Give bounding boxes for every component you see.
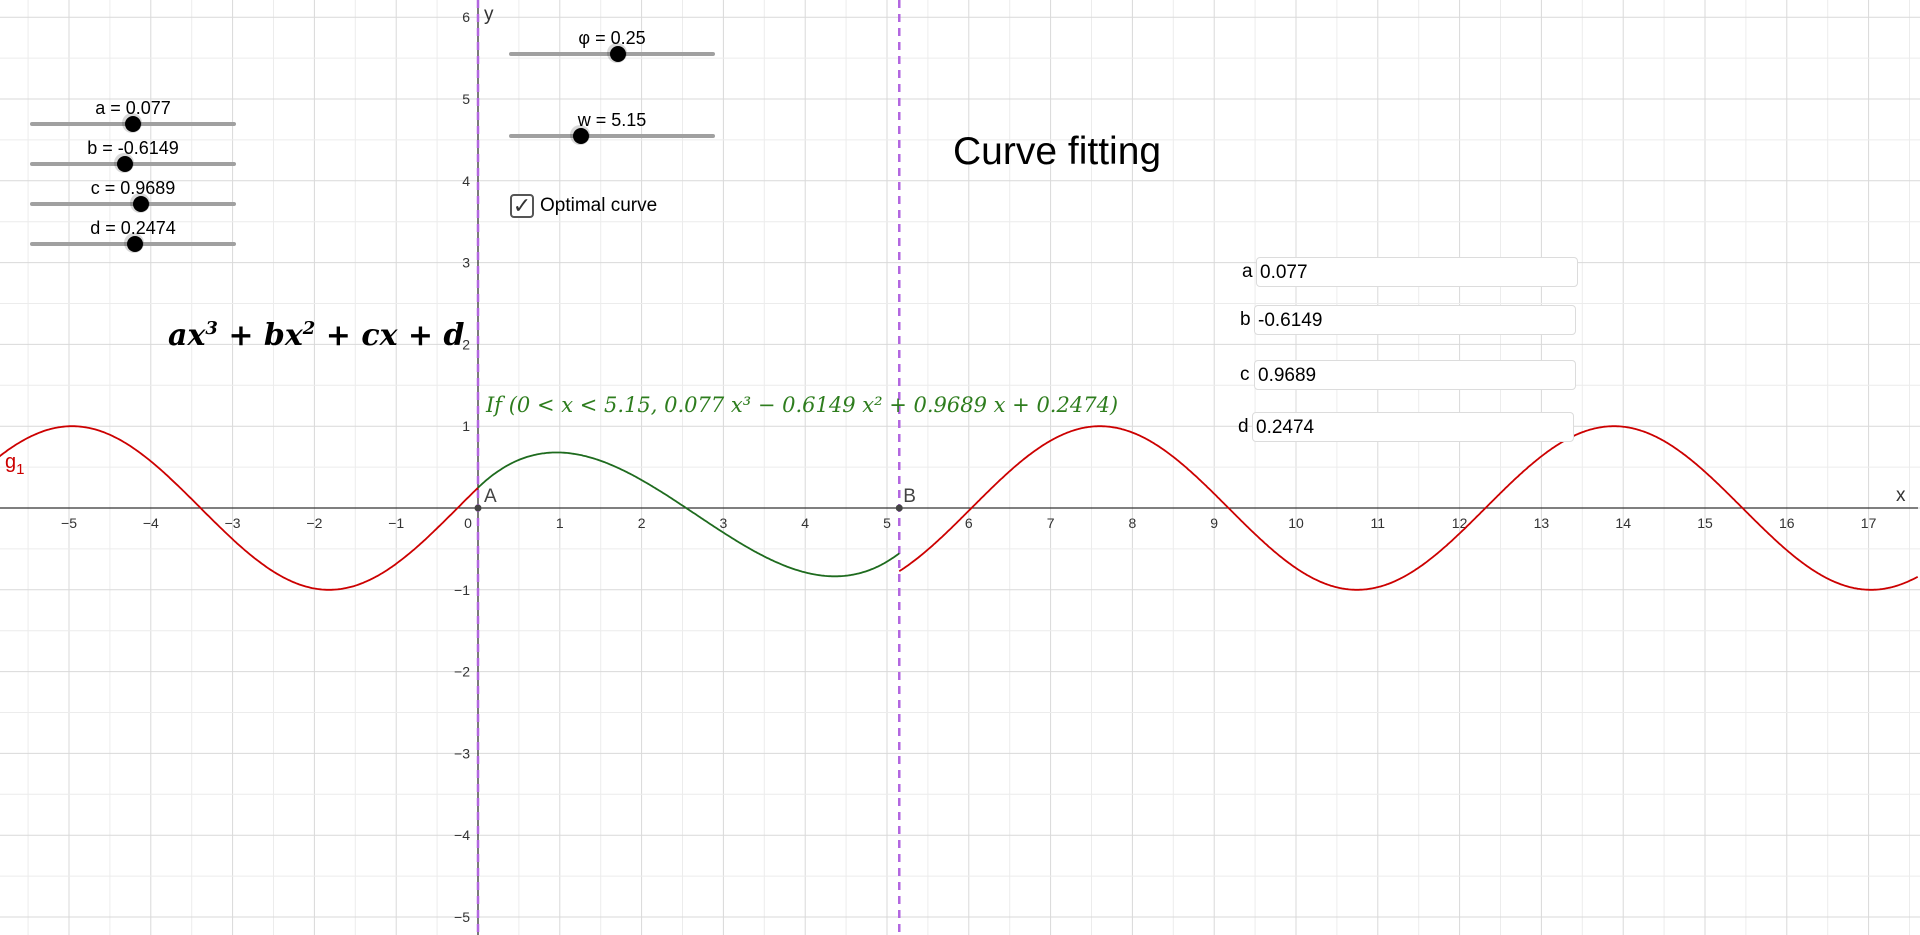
x-tick-label: 14: [1615, 515, 1631, 531]
slider-a-label: a = 0.077: [95, 98, 171, 118]
input-d-field[interactable]: 0.2474: [1252, 412, 1574, 442]
slider-w-label: w = 5.15: [577, 110, 647, 130]
slider-phi[interactable]: φ = 0.25: [507, 28, 717, 63]
x-tick-label: 17: [1861, 515, 1877, 531]
point-a[interactable]: A: [474, 486, 498, 512]
x-tick-label: 0: [464, 515, 472, 531]
x-tick-label: 2: [638, 515, 646, 531]
optimal-curve-label: Optimal curve: [540, 195, 658, 216]
y-tick-label: 6: [462, 9, 470, 25]
slider-c[interactable]: c = 0.9689: [28, 178, 238, 213]
y-tick-label: 3: [462, 255, 470, 271]
x-tick-label: 5: [883, 515, 891, 531]
x-tick-label: 4: [801, 515, 809, 531]
slider-c-track[interactable]: [30, 202, 236, 206]
input-row-d: d 0.2474: [1238, 411, 1574, 443]
slider-b-knob[interactable]: [113, 153, 134, 173]
slider-d[interactable]: d = 0.2474: [28, 218, 238, 253]
y-tick-label: −4: [454, 827, 470, 843]
cubic-fit-curve[interactable]: [477, 451, 900, 578]
y-tick-label: 4: [462, 173, 470, 189]
x-tick-label: −3: [225, 515, 241, 531]
page-title: Curve fitting: [953, 130, 1162, 173]
x-tick-label: 9: [1210, 515, 1218, 531]
input-a-label: a: [1242, 261, 1253, 282]
input-row-b: b -0.6149: [1240, 304, 1576, 336]
y-tick-label: 2: [462, 336, 470, 352]
y-tick-label: −5: [454, 909, 470, 925]
y-tick-label: −2: [454, 664, 470, 680]
slider-b[interactable]: b = -0.6149: [28, 138, 238, 173]
slider-d-label: d = 0.2474: [90, 218, 176, 238]
input-row-c: c 0.9689: [1240, 359, 1576, 391]
x-tick-label: 15: [1697, 515, 1713, 531]
slider-a[interactable]: a = 0.077: [28, 98, 238, 133]
y-axis-label: y: [484, 4, 494, 25]
input-c-label: c: [1240, 364, 1250, 385]
x-tick-label: −4: [143, 515, 159, 531]
curve-label-g1: g1: [5, 451, 24, 478]
slider-d-knob[interactable]: [124, 233, 145, 253]
optimal-curve-checkbox[interactable]: ✓: [510, 193, 534, 218]
slider-a-knob[interactable]: [122, 113, 142, 133]
x-tick-label: 10: [1288, 515, 1304, 531]
slider-w-knob[interactable]: [570, 125, 591, 145]
x-tick-label: 16: [1779, 515, 1795, 531]
tick-labels: −5 −4 −3 −2 −1 0 1 2 3 4 5 6 7 8 9 10 11 12 13 14 15 16 176543…: [61, 9, 1877, 925]
x-tick-label: −2: [306, 515, 322, 531]
slider-b-track[interactable]: [30, 162, 236, 166]
x-tick-label: 1: [556, 515, 564, 531]
x-axis-label: x: [1896, 485, 1906, 506]
x-tick-label: 7: [1047, 515, 1055, 531]
sine-curve-g1-left[interactable]: [0, 425, 479, 591]
point-b[interactable]: B: [895, 486, 916, 512]
slider-c-label: c = 0.9689: [90, 178, 176, 198]
x-tick-label: 6: [965, 515, 973, 531]
x-tick-label: 12: [1452, 515, 1468, 531]
x-tick-label: 8: [1129, 515, 1137, 531]
point-b-label: B: [903, 486, 916, 507]
y-tick-label: −1: [454, 582, 470, 598]
piecewise-function-label: If (0 < x < 5.15, 0.077 x³ − 0.6149 x² +…: [486, 393, 1119, 417]
slider-c-knob[interactable]: [130, 193, 151, 213]
point-a-label: A: [484, 486, 497, 507]
input-b-field[interactable]: -0.6149: [1254, 305, 1576, 335]
slider-phi-label: φ = 0.25: [578, 28, 646, 48]
x-tick-label: −5: [61, 515, 77, 531]
x-tick-label: −1: [388, 515, 404, 531]
y-tick-label: 5: [462, 91, 470, 107]
input-c-field[interactable]: 0.9689: [1254, 360, 1576, 390]
slider-w-track[interactable]: [509, 134, 715, 138]
x-tick-label: 3: [720, 515, 728, 531]
optimal-curve-toggle[interactable]: ✓ Optimal curve: [510, 192, 657, 220]
x-tick-label: 11: [1371, 515, 1386, 531]
x-tick-label: 13: [1534, 515, 1550, 531]
input-d-label: d: [1238, 416, 1249, 437]
input-a-field[interactable]: 0.077: [1256, 257, 1578, 287]
cubic-formula: ax3 + bx2 + cx + d: [168, 318, 465, 353]
y-tick-label: −3: [454, 745, 470, 761]
sine-curve-g1-right[interactable]: [898, 425, 1919, 591]
slider-w[interactable]: w = 5.15: [507, 110, 717, 145]
input-b-label: b: [1240, 309, 1251, 330]
slider-phi-knob[interactable]: [607, 43, 628, 63]
slider-b-label: b = -0.6149: [87, 138, 179, 158]
y-tick-label: 1: [462, 418, 470, 434]
input-row-a: a 0.077: [1242, 256, 1578, 288]
